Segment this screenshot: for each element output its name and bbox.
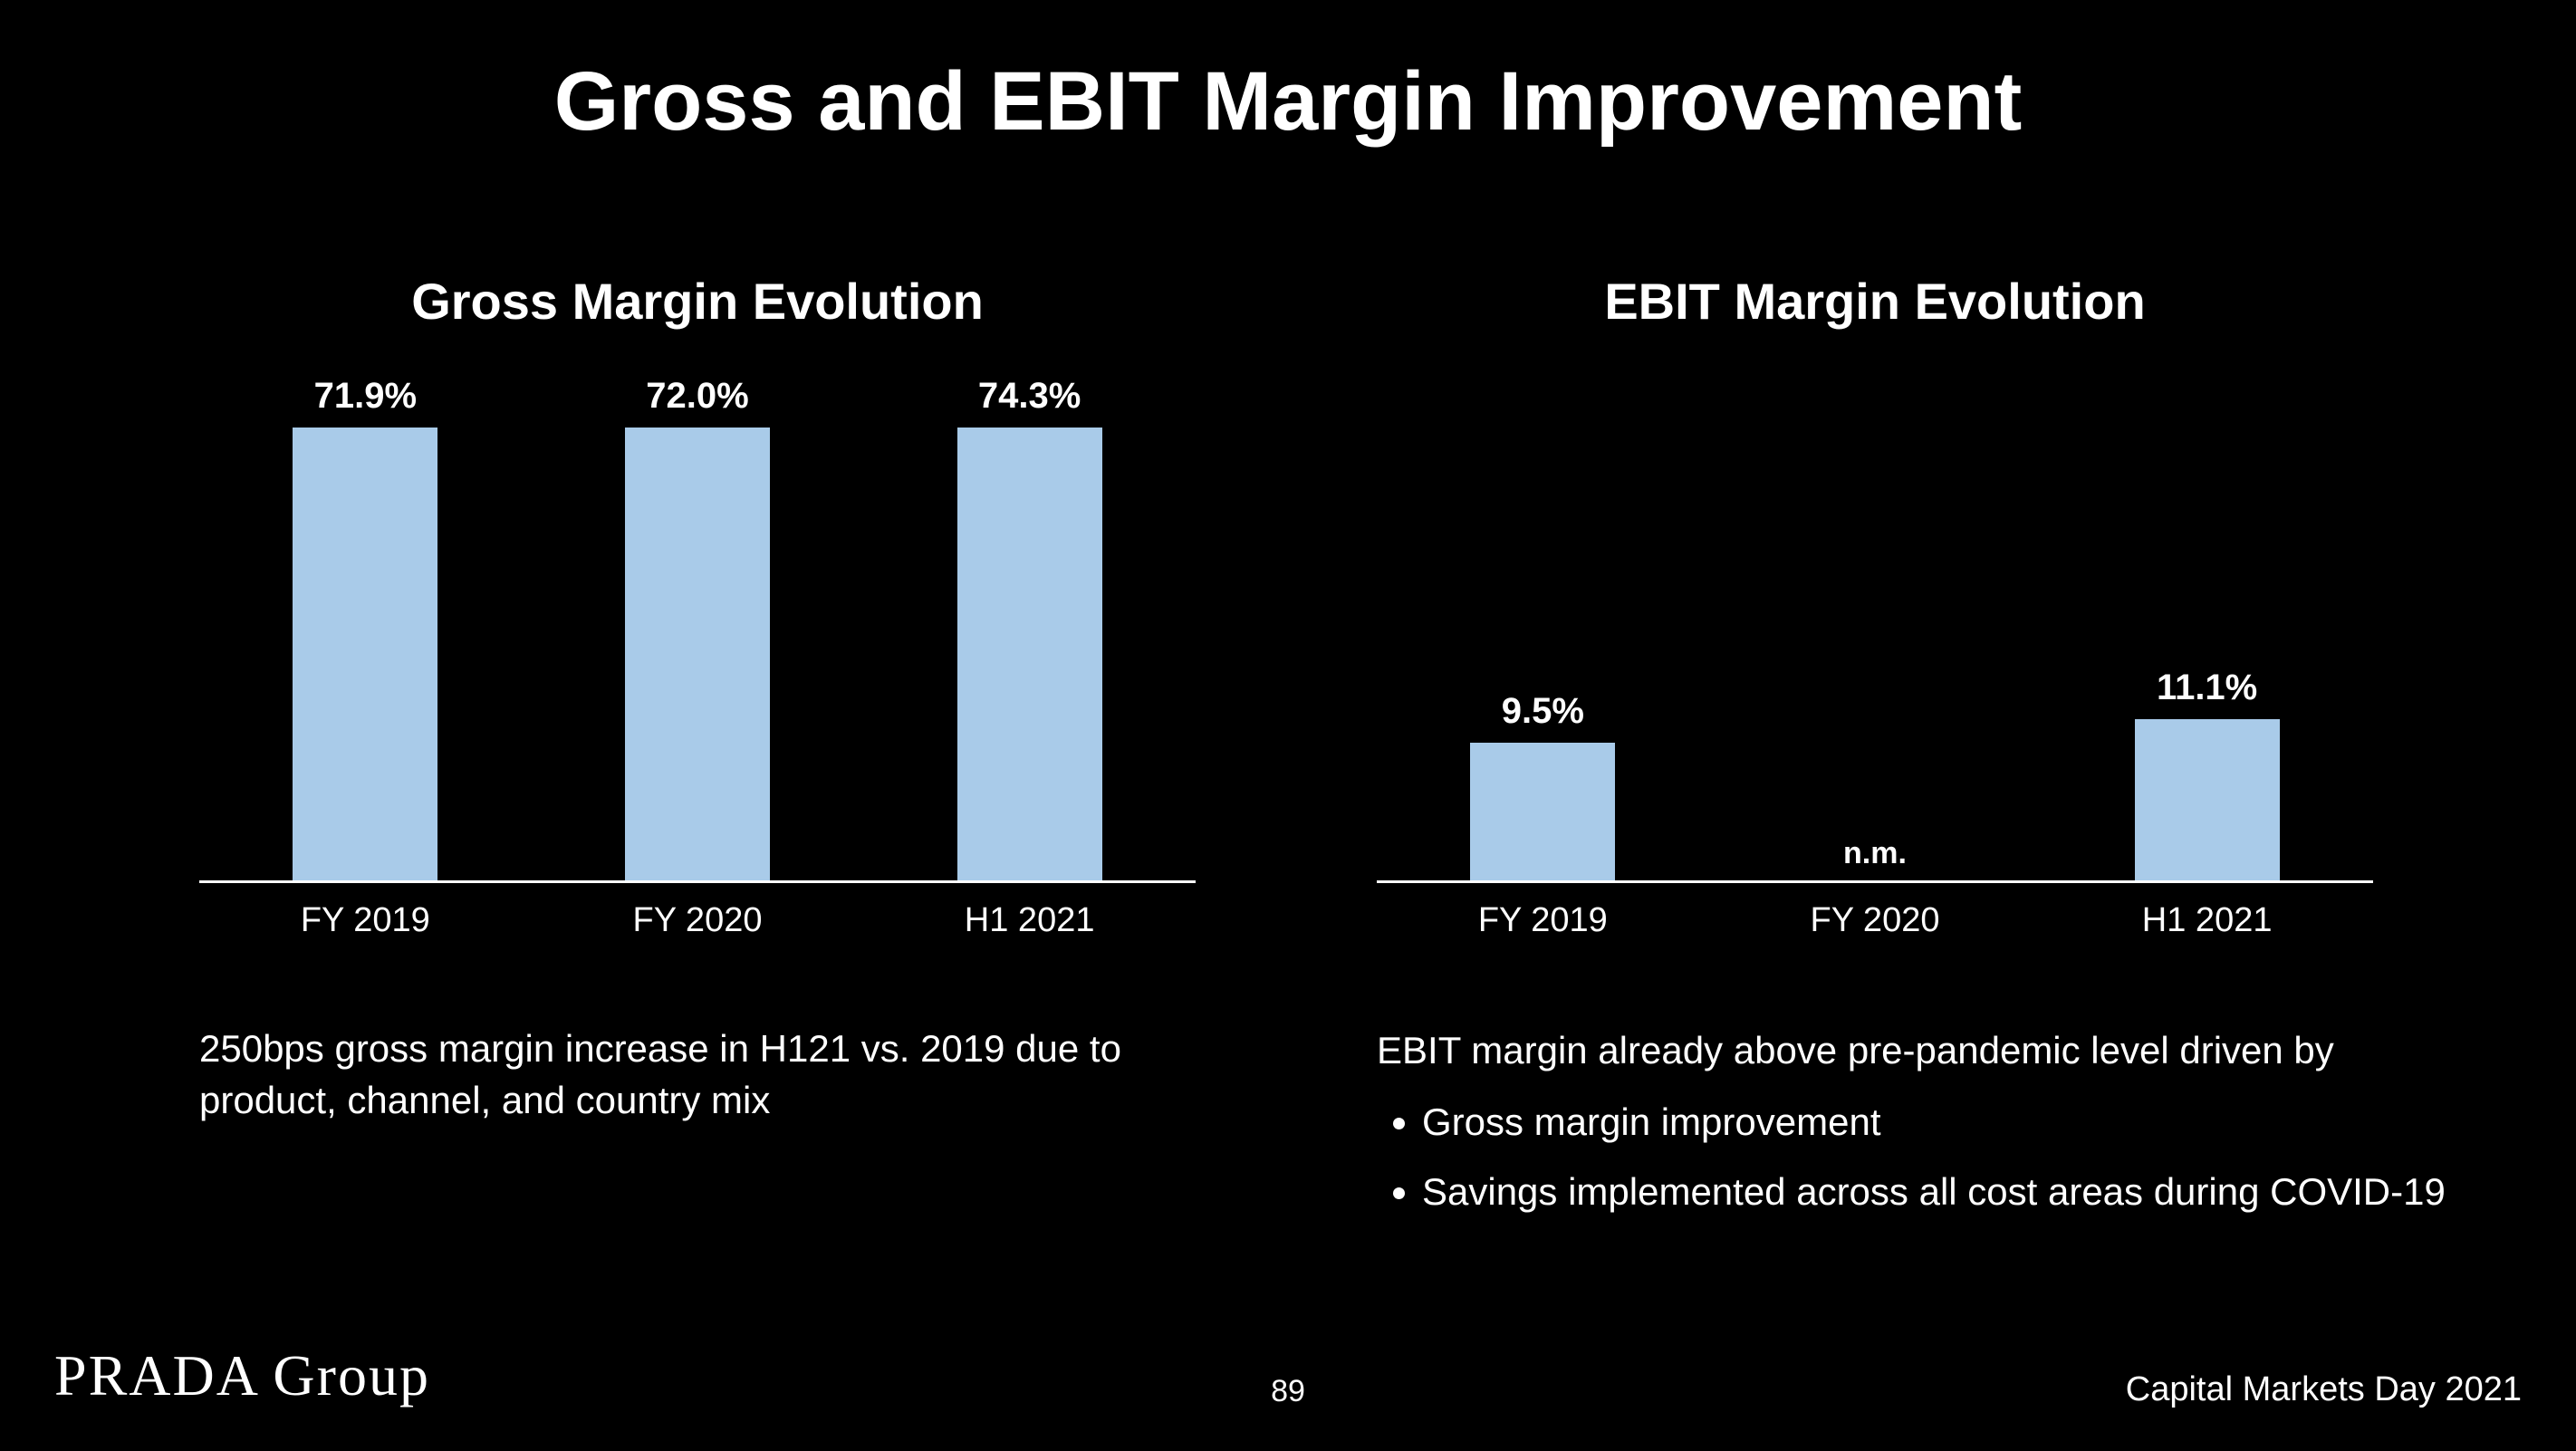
ebit-bars-row: 9.5% n.m. 11.1%: [1377, 376, 2373, 880]
ebit-bar-slot: 11.1%: [2117, 376, 2298, 880]
gross-chart-plot: 71.9% 72.0% 74.3%: [199, 376, 1196, 883]
footer-event: Capital Markets Day 2021: [2126, 1370, 2522, 1409]
gross-bar-label-1: 72.0%: [646, 376, 748, 417]
ebit-x-label-0: FY 2019: [1452, 901, 1633, 940]
ebit-bullet-1: Savings implemented across all cost area…: [1422, 1165, 2446, 1220]
gross-x-labels: FY 2019 FY 2020 H1 2021: [199, 901, 1196, 940]
gross-caption: 250bps gross margin increase in H121 vs.…: [199, 1023, 1123, 1126]
ebit-bar-slot: n.m.: [1784, 376, 1966, 880]
slide-title: Gross and EBIT Margin Improvement: [0, 54, 2576, 149]
gross-bar-1: [625, 428, 770, 880]
ebit-bar-slot: 9.5%: [1452, 376, 1633, 880]
gross-x-label-0: FY 2019: [274, 901, 456, 940]
ebit-caption-lead: EBIT margin already above pre-pandemic l…: [1377, 1023, 2446, 1079]
ebit-bar-label-2: 11.1%: [2157, 668, 2257, 708]
ebit-margin-chart: EBIT Margin Evolution 9.5% n.m. 11.1% FY…: [1377, 272, 2373, 940]
ebit-caption-list: Gross margin improvement Savings impleme…: [1422, 1095, 2446, 1220]
ebit-bar-label-1: n.m.: [1843, 836, 1907, 871]
gross-bar-2: [957, 428, 1102, 880]
ebit-bar-2: [2135, 719, 2280, 880]
ebit-x-labels: FY 2019 FY 2020 H1 2021: [1377, 901, 2373, 940]
ebit-chart-title: EBIT Margin Evolution: [1377, 272, 2373, 331]
gross-bars-row: 71.9% 72.0% 74.3%: [199, 376, 1196, 880]
gross-bar-slot: 74.3%: [939, 376, 1120, 880]
gross-x-label-2: H1 2021: [939, 901, 1120, 940]
ebit-x-label-2: H1 2021: [2117, 901, 2298, 940]
gross-bar-label-2: 74.3%: [978, 376, 1081, 417]
gross-margin-chart: Gross Margin Evolution 71.9% 72.0% 74.3%…: [199, 272, 1196, 940]
ebit-caption: EBIT margin already above pre-pandemic l…: [1377, 1023, 2446, 1235]
gross-bar-slot: 71.9%: [274, 376, 456, 880]
ebit-bar-label-0: 9.5%: [1502, 691, 1584, 732]
ebit-chart-plot: 9.5% n.m. 11.1%: [1377, 376, 2373, 883]
gross-bar-slot: 72.0%: [607, 376, 788, 880]
gross-chart-title: Gross Margin Evolution: [199, 272, 1196, 331]
gross-bar-0: [293, 428, 437, 880]
ebit-bullet-0: Gross margin improvement: [1422, 1095, 2446, 1150]
gross-x-label-1: FY 2020: [607, 901, 788, 940]
ebit-bar-0: [1470, 743, 1615, 880]
ebit-x-label-1: FY 2020: [1784, 901, 1966, 940]
gross-bar-label-0: 71.9%: [314, 376, 417, 417]
